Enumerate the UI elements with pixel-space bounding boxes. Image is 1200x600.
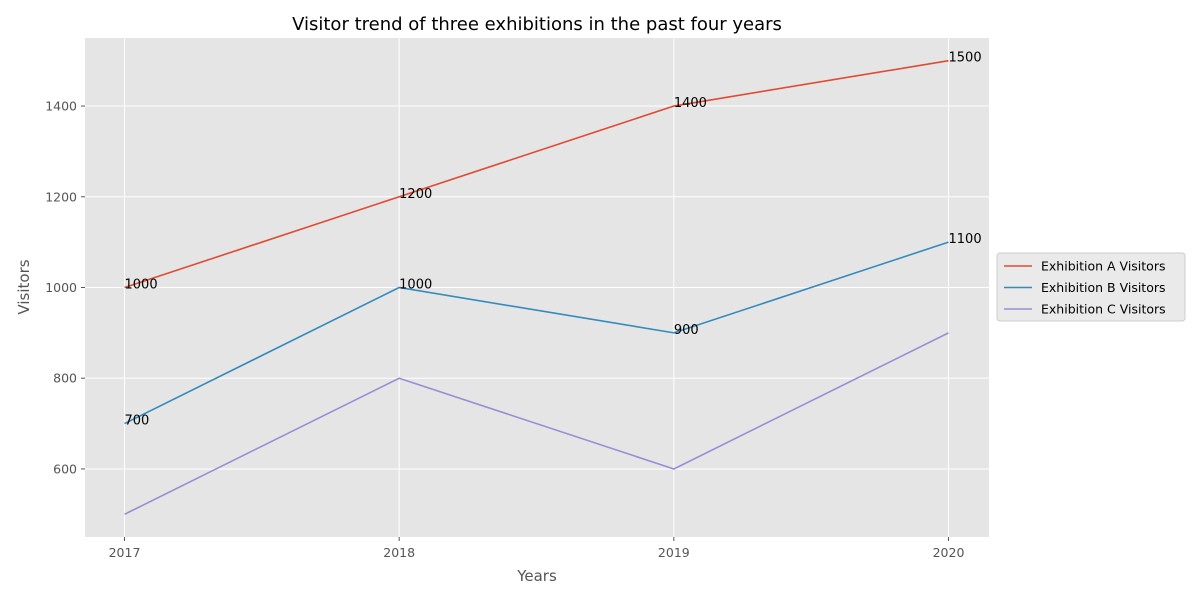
y-tick-label: 600 — [53, 461, 77, 476]
x-tick-label: 2019 — [658, 545, 690, 560]
series-line-3 — [124, 332, 949, 516]
data-label: 1200 — [399, 187, 432, 202]
x-axis-ticks: 2017 2018 2019 2020 — [109, 537, 965, 560]
data-label: 700 — [125, 414, 150, 429]
y-axis-label: Visitors — [15, 259, 33, 314]
y-tick-label: 1000 — [45, 280, 77, 295]
series-line-2 — [124, 241, 949, 425]
legend-label: Exhibition C Visitors — [1041, 302, 1166, 317]
x-tick-label: 2018 — [383, 545, 415, 560]
y-tick-label: 1200 — [45, 189, 77, 204]
x-tick-label: 2017 — [109, 545, 141, 560]
data-label: 1000 — [399, 278, 432, 293]
y-tick-label: 1400 — [45, 99, 77, 114]
data-label: 1000 — [125, 278, 158, 293]
y-axis-ticks: 600 800 1000 1200 1400 — [45, 99, 85, 476]
series-lines — [124, 59, 949, 516]
data-label: 1500 — [949, 51, 982, 66]
data-label: 900 — [674, 323, 699, 338]
data-label: 1100 — [949, 232, 982, 247]
x-tick-label: 2020 — [933, 545, 965, 560]
legend: Exhibition A Visitors Exhibition B Visito… — [996, 252, 1186, 322]
y-tick-label: 800 — [53, 371, 77, 386]
legend-box — [996, 252, 1186, 322]
legend-label: Exhibition B Visitors — [1041, 280, 1166, 295]
legend-label: Exhibition A Visitors — [1041, 259, 1165, 274]
data-labels: 1000 1200 1400 1500 700 1000 900 1100 — [125, 51, 982, 429]
data-label: 1400 — [674, 96, 707, 111]
chart-title: Visitor trend of three exhibitions in th… — [292, 14, 782, 35]
x-axis-label: Years — [516, 567, 557, 585]
series-line-1 — [124, 59, 949, 289]
